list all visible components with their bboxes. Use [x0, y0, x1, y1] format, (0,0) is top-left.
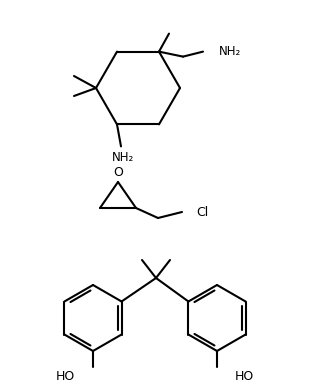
Text: NH₂: NH₂	[219, 45, 241, 58]
Text: O: O	[113, 165, 123, 178]
Text: HO: HO	[56, 370, 75, 383]
Text: Cl: Cl	[196, 205, 208, 218]
Text: NH₂: NH₂	[112, 151, 134, 164]
Text: HO: HO	[235, 370, 254, 383]
